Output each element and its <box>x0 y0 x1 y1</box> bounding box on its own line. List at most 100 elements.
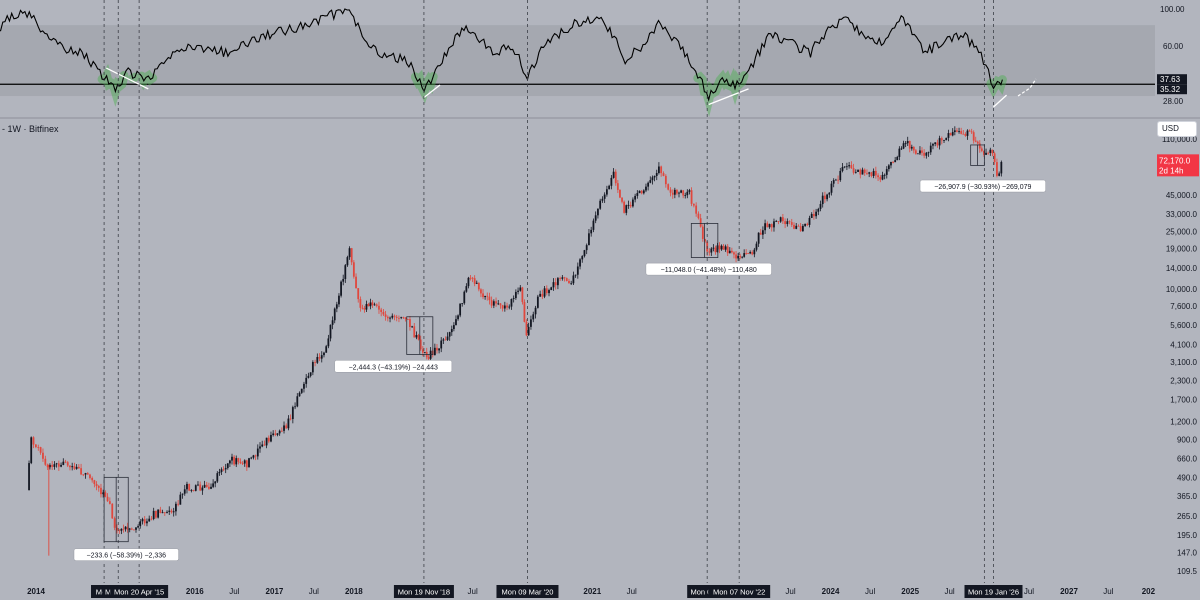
candle <box>53 461 56 470</box>
candle <box>559 276 562 282</box>
date-marker-label: Mon 20 Apr '15 <box>114 588 164 597</box>
candle-body <box>568 280 570 284</box>
candle-body <box>465 286 468 292</box>
candle-body <box>985 152 987 155</box>
candle-body <box>570 283 573 285</box>
candle <box>932 142 934 150</box>
candle <box>534 305 537 319</box>
candle-body <box>73 466 76 469</box>
candle-body <box>305 377 308 384</box>
candle <box>883 173 886 180</box>
candle-body <box>837 179 839 181</box>
date-marker-tag <box>708 585 771 598</box>
rsi-value-label: 37.63 <box>1160 75 1181 84</box>
candle <box>124 526 127 532</box>
candle <box>294 402 296 410</box>
candle-body <box>601 198 604 201</box>
candle-body <box>514 291 517 299</box>
candle-body <box>218 471 221 474</box>
candle <box>141 517 144 525</box>
rsi-band <box>0 25 1155 97</box>
candle-body <box>261 444 264 447</box>
candle <box>66 461 69 468</box>
candle <box>625 204 628 216</box>
price-tick-label: 19,000.0 <box>1166 245 1198 254</box>
candle-body <box>256 448 259 457</box>
candle <box>214 480 217 488</box>
candle-body <box>89 474 91 479</box>
candle <box>536 294 539 309</box>
candle-body <box>605 189 608 195</box>
candle <box>521 286 524 305</box>
candle <box>199 481 202 492</box>
candle <box>60 462 62 468</box>
candle <box>216 471 219 483</box>
candle <box>949 132 952 136</box>
candle-body <box>839 170 842 181</box>
candle <box>346 255 349 267</box>
candle-body <box>968 130 971 132</box>
candle <box>130 527 133 531</box>
candle <box>777 221 780 225</box>
candle <box>735 251 737 263</box>
candle-body <box>342 278 345 282</box>
price-tick-label: 109.5 <box>1177 567 1198 576</box>
candle <box>314 359 316 367</box>
candle <box>316 353 319 364</box>
candle <box>837 175 839 185</box>
candle <box>861 167 864 175</box>
candle <box>452 322 455 332</box>
candle-body <box>527 326 530 336</box>
candle <box>872 168 875 179</box>
candle-body <box>597 208 599 216</box>
candle-body <box>923 152 926 156</box>
candle <box>991 149 994 157</box>
candle <box>417 333 420 341</box>
candle-body <box>824 195 826 200</box>
candle <box>363 305 366 313</box>
candle-body <box>861 169 864 175</box>
candle-body <box>146 521 148 524</box>
candle <box>393 314 396 321</box>
candle-body <box>393 315 396 317</box>
measurement-label-box <box>919 179 1046 193</box>
candle-body <box>348 248 351 258</box>
candle <box>155 510 157 519</box>
candle-body <box>359 299 362 308</box>
candle-body <box>993 153 996 163</box>
candle <box>759 228 762 235</box>
candle-body <box>398 317 400 319</box>
candle-body <box>378 305 380 310</box>
candle <box>616 180 619 194</box>
candle-body <box>120 528 123 531</box>
candle-body <box>433 347 436 356</box>
candle-body <box>216 473 219 482</box>
candle <box>708 248 711 256</box>
candle <box>116 524 118 534</box>
candle <box>830 181 833 196</box>
candle-body <box>34 444 37 448</box>
candle <box>741 256 744 259</box>
candle-body <box>294 406 296 408</box>
candle-body <box>879 177 882 180</box>
candle-body <box>452 325 455 330</box>
candle-body <box>983 150 985 155</box>
currency-select[interactable]: USD <box>1157 121 1197 137</box>
price-pane[interactable]: 110,000.080,000.045,000.033,000.025,000.… <box>28 126 1199 576</box>
rsi-trendline <box>708 88 749 106</box>
candle <box>523 299 526 323</box>
candle <box>492 299 495 309</box>
candle <box>259 442 261 453</box>
candle-body <box>382 311 385 315</box>
candle-body <box>461 303 464 304</box>
candle <box>102 489 105 498</box>
candle-body <box>455 319 457 326</box>
candle <box>781 213 784 224</box>
candle-body <box>964 134 967 136</box>
candle <box>80 463 82 476</box>
candle-body <box>614 171 617 184</box>
candle <box>934 142 937 147</box>
candle <box>344 264 347 283</box>
candle-body <box>497 303 500 305</box>
